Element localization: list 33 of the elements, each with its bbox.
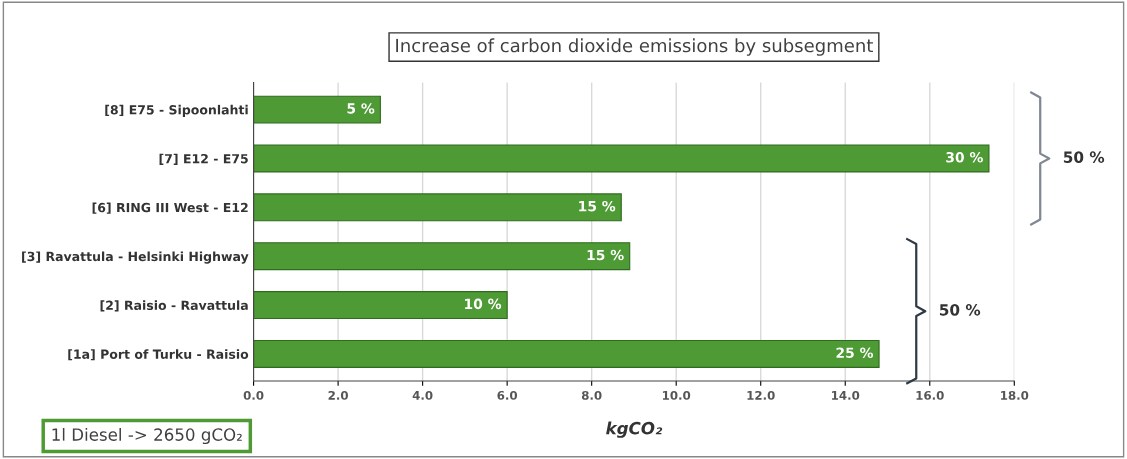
bar xyxy=(253,95,381,124)
y-tick-label: [2] Raisio - Ravattula xyxy=(100,300,248,312)
x-tick-label: 16.0 xyxy=(916,390,944,400)
text: 50 % xyxy=(1063,151,1105,163)
bar xyxy=(253,242,631,271)
y-tick-label: [3] Ravattula - Helsinki Highway xyxy=(22,251,249,264)
text: 1l Diesel -> 2650 gCO₂ xyxy=(52,427,242,445)
bar xyxy=(253,144,990,173)
x-tick-label: 4.0 xyxy=(412,390,433,400)
x-tick-label: 18.0 xyxy=(1001,390,1029,400)
x-tick-label: 10.0 xyxy=(662,390,691,400)
bar xyxy=(253,193,622,222)
annotation: 30 % xyxy=(946,152,983,163)
bar xyxy=(253,291,508,320)
annotation: 50 % xyxy=(939,304,981,316)
annotation: 25 % xyxy=(836,347,874,358)
x-tick-label: 14.0 xyxy=(832,390,860,400)
chart-title: Increase of carbon dioxide emissions by subsegment xyxy=(396,38,873,56)
x-tick-label: 8.0 xyxy=(581,390,602,400)
annotation: 10 % xyxy=(465,298,502,310)
annotation: 15 % xyxy=(579,200,616,212)
y-tick-label: [8] E75 - Sipoonlahti xyxy=(105,104,248,117)
x-axis-title: kgCO₂ xyxy=(606,421,663,438)
y-tick-label: [7] E12 - E75 xyxy=(159,153,248,165)
x-tick-label: 0.0 xyxy=(243,390,264,400)
x-tick-label: 12.0 xyxy=(747,390,775,400)
x-tick-label: 2.0 xyxy=(328,390,348,400)
annotation: 5 % xyxy=(347,103,375,114)
annotation: 15 % xyxy=(587,249,624,261)
bar xyxy=(253,339,880,368)
y-tick-label: [6] RING III West - E12 xyxy=(92,202,248,214)
x-tick-label: 6.0 xyxy=(497,390,518,400)
y-tick-label: [1a] Port of Turku - Raisio xyxy=(68,349,249,361)
